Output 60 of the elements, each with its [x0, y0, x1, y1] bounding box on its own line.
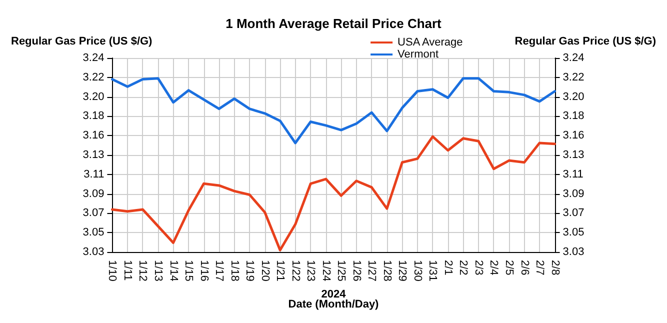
y-tick-label: 3.05	[82, 226, 104, 239]
x-tick-label: 1/19	[244, 260, 256, 282]
y-tick-label: 3.20	[82, 90, 104, 103]
x-tick-label: 1/25	[335, 260, 348, 282]
x-tick-label: 1/18	[228, 260, 240, 282]
x-tick-label: 1/12	[136, 260, 149, 282]
x-axis-title: Date (Month/Day)	[288, 298, 380, 310]
y2-tick-label: 3.16	[562, 130, 584, 142]
line-series	[110, 77, 556, 144]
x-tick-label: 1/27	[366, 260, 378, 282]
x-tick-label: 2/8	[548, 260, 561, 276]
legend-label: Vermont	[398, 48, 439, 60]
y-axis-title: Regular Gas Price (US $/G)	[11, 36, 153, 48]
x-tick-label: 2/2	[457, 260, 470, 276]
text: 2024	[321, 288, 347, 300]
y2-tick-label: 3.03	[562, 246, 584, 258]
y2-axis-title: Regular Gas Price (US $/G)	[514, 36, 656, 48]
x-tick-label: 1/23	[304, 260, 317, 282]
x-tick-label: 1/21	[274, 260, 286, 282]
x-tick-label: 1/28	[380, 260, 393, 282]
y-tick-label: 3.18	[82, 110, 104, 122]
y-tick-label: 3.03	[82, 246, 104, 258]
y2-tick-label: 3.20	[562, 90, 584, 103]
x-tick-label: 2/7	[534, 260, 546, 276]
y2-tick-label: 3.11	[562, 168, 584, 180]
y-tick-label: 3.07	[82, 207, 104, 220]
x-tick-label: 1/16	[198, 260, 210, 282]
x-tick-label: 1/26	[350, 260, 362, 282]
x-tick-label: 1/10	[106, 260, 118, 282]
x-tick-label: 1/17	[213, 260, 226, 282]
x-tick-label: 1/11	[121, 260, 134, 281]
x-tick-label: 1/13	[152, 260, 164, 282]
y2-tick-label: 3.13	[562, 149, 584, 161]
x-tick-label: 1/15	[182, 260, 195, 282]
y-tick-label: 3.24	[82, 52, 104, 64]
x-tick-label: 1/20	[258, 260, 271, 282]
y2-tick-label: 3.18	[562, 110, 584, 122]
y2-tick-label: 3.22	[562, 71, 584, 84]
x-tick-label: 1/14	[167, 260, 180, 282]
y-tick-label: 3.11	[84, 168, 104, 180]
x-tick-label: 2/4	[488, 260, 500, 276]
y2-tick-label: 3.24	[562, 52, 584, 64]
x-tick-label: 1/30	[411, 260, 424, 282]
y-tick-label: 3.13	[82, 149, 104, 161]
x-tick-label: 2/3	[472, 260, 484, 276]
legend-label: USA Average	[398, 36, 463, 48]
x-tick-label: 2/5	[503, 260, 515, 276]
y-tick-label: 3.16	[82, 130, 104, 142]
x-tick-label: 1/31	[426, 260, 439, 282]
y-tick-label: 3.09	[82, 188, 104, 200]
y2-tick-label: 3.09	[562, 188, 584, 200]
y2-tick-label: 3.05	[562, 226, 584, 239]
x-tick-label: 1/24	[320, 260, 332, 282]
x-tick-label: 2/6	[518, 260, 530, 276]
y2-tick-label: 3.07	[562, 207, 584, 220]
x-tick-label: 1/29	[396, 260, 408, 282]
x-tick-label: 1/22	[289, 260, 302, 282]
y-tick-label: 3.22	[82, 71, 104, 84]
x-tick-label: 2/1	[442, 260, 454, 276]
chart-title: 1 Month Average Retail Price Chart	[226, 16, 442, 31]
